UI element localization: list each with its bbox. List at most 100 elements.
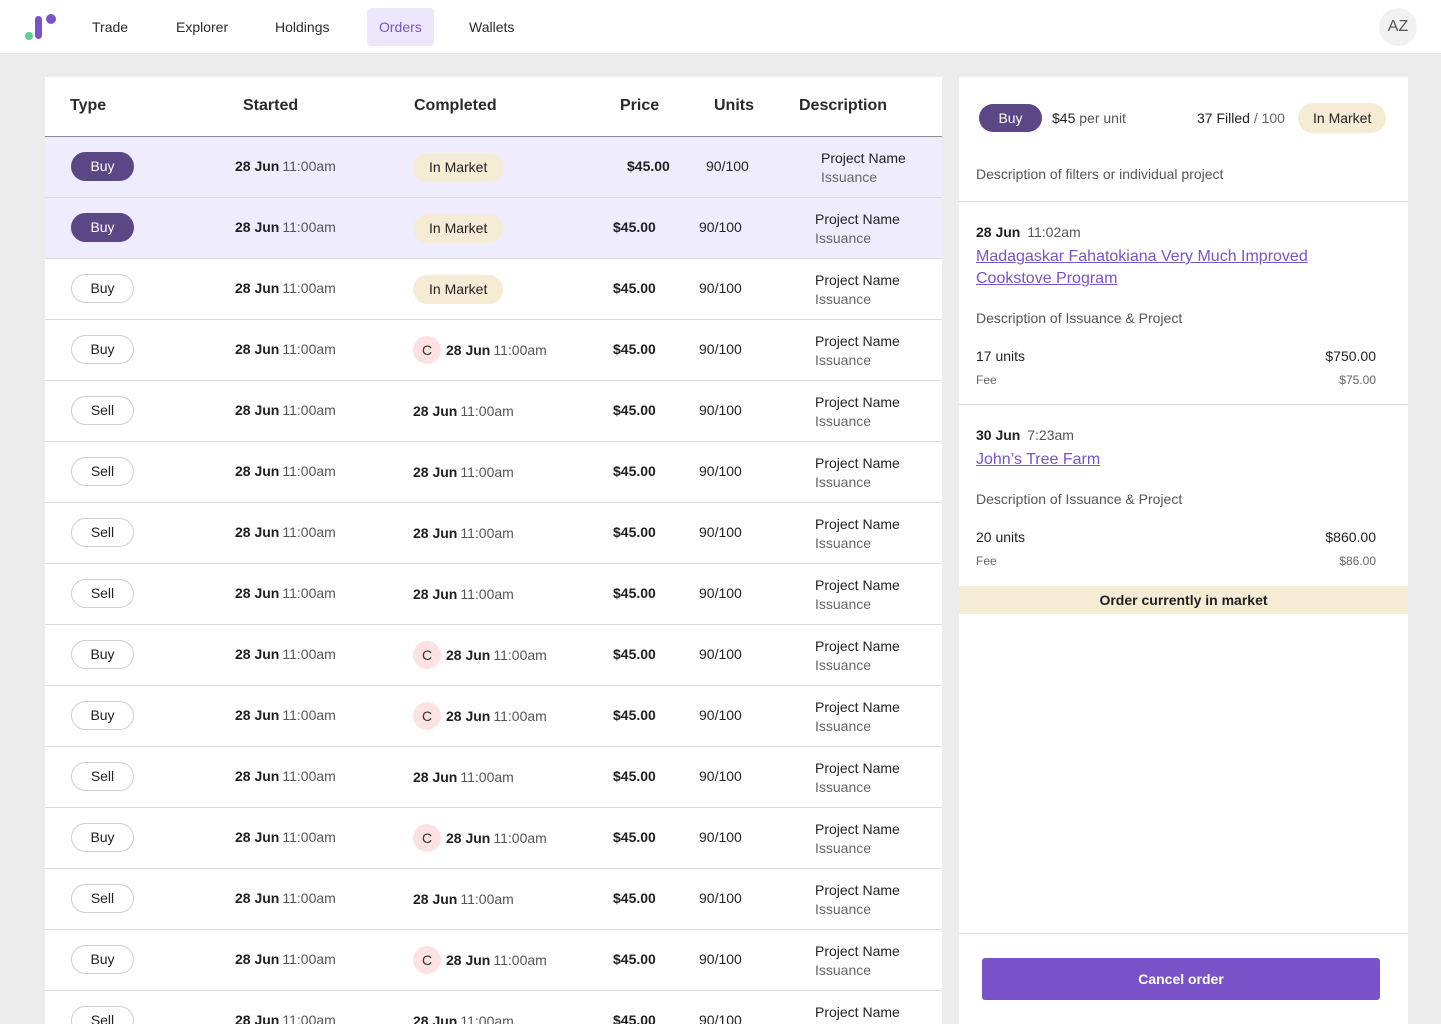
units-cell: 90/100 xyxy=(706,158,749,174)
nav-holdings[interactable]: Holdings xyxy=(275,19,330,35)
table-row[interactable]: Buy 28 Jun 11:00am C 28 Jun 11:00am $45.00 90/1… xyxy=(45,930,942,991)
started-time: 11:00am xyxy=(282,524,336,540)
started-time: 11:00am xyxy=(282,219,336,235)
header-description[interactable]: Description xyxy=(799,97,888,114)
transaction-units: 20 units xyxy=(976,529,1026,545)
nav-trade[interactable]: Trade xyxy=(92,19,129,35)
order-type-badge[interactable]: Buy xyxy=(71,213,134,242)
user-avatar[interactable]: AZ xyxy=(1379,8,1417,46)
order-type-badge[interactable]: Sell xyxy=(71,457,134,486)
order-type-badge[interactable]: Buy xyxy=(71,945,134,974)
transaction-fee-label: Fee xyxy=(976,554,997,568)
started-time: 11:00am xyxy=(282,158,336,174)
order-type-badge[interactable]: Buy xyxy=(71,335,134,364)
header-price[interactable]: Price xyxy=(620,97,660,114)
price-cell: $45.00 xyxy=(613,768,656,784)
order-type-badge[interactable]: Buy xyxy=(71,274,134,303)
table-row[interactable]: Sell 28 Jun 11:00am 28 Jun 11:00am $45.00 90/1… xyxy=(45,869,942,930)
completed-badge: C xyxy=(413,824,441,852)
order-type-badge[interactable]: Sell xyxy=(71,518,134,547)
table-row[interactable]: Buy 28 Jun 11:00am In Market $45.00 90/100 Pro… xyxy=(45,198,942,259)
transaction-project-link[interactable]: Madagaskar Fahatokiana Very Much Improve… xyxy=(976,248,1308,287)
completed-cell: 28 Jun 11:00am xyxy=(413,869,514,929)
nav-wallets[interactable]: Wallets xyxy=(469,19,515,35)
project-name: Project Name xyxy=(821,150,906,166)
units-cell: 90/100 xyxy=(699,463,742,479)
completed-time: 11:00am xyxy=(493,952,547,968)
order-detail-panel: Buy $45 per unit 37 Filled / 100 In Mark… xyxy=(959,77,1408,1024)
price-cell: $45.00 xyxy=(613,890,656,906)
started-time: 11:00am xyxy=(282,951,336,967)
table-row[interactable]: Sell 28 Jun 11:00am 28 Jun 11:00am $45.00 90/1… xyxy=(45,503,942,564)
started-cell: 28 Jun 11:00am xyxy=(235,707,336,723)
order-type-badge[interactable]: Buy xyxy=(71,823,134,852)
table-row[interactable]: Sell 28 Jun 11:00am 28 Jun 11:00am $45.00 90/1… xyxy=(45,442,942,503)
description-cell: Project Name Issuance xyxy=(815,271,900,309)
table-row[interactable]: Buy 28 Jun 11:00am C 28 Jun 11:00am $45.00 90/1… xyxy=(45,686,942,747)
project-issuance: Issuance xyxy=(815,352,872,368)
completed-cell: In Market xyxy=(413,137,504,197)
started-day: 28 Jun xyxy=(235,890,280,906)
app-logo[interactable] xyxy=(24,13,58,41)
table-row[interactable]: Buy 28 Jun 11:00am C 28 Jun 11:00am $45.00 90/1… xyxy=(45,808,942,869)
status-badge: In Market xyxy=(413,152,504,182)
started-cell: 28 Jun 11:00am xyxy=(235,1012,336,1024)
units-cell: 90/100 xyxy=(699,524,742,540)
started-time: 11:00am xyxy=(282,402,336,418)
started-cell: 28 Jun 11:00am xyxy=(235,585,336,601)
order-type-badge[interactable]: Buy xyxy=(71,152,134,181)
header-completed[interactable]: Completed xyxy=(414,97,497,114)
nav-orders[interactable]: Orders xyxy=(367,8,434,46)
order-price: $45 per unit xyxy=(1052,110,1126,126)
description-cell: Project Name Issuance xyxy=(815,210,900,248)
project-issuance: Issuance xyxy=(815,962,872,978)
order-filled: 37 Filled / 100 xyxy=(1197,110,1285,126)
nav-explorer[interactable]: Explorer xyxy=(176,19,229,35)
project-issuance: Issuance xyxy=(815,596,872,612)
order-type-badge[interactable]: Sell xyxy=(71,396,134,425)
units-cell: 90/100 xyxy=(699,707,742,723)
project-issuance: Issuance xyxy=(815,291,872,307)
cancel-order-button[interactable]: Cancel order xyxy=(982,958,1380,1000)
header-started[interactable]: Started xyxy=(243,97,299,114)
table-row[interactable]: Buy 28 Jun 11:00am In Market $45.00 90/100 Pro… xyxy=(45,137,942,198)
order-type-badge[interactable]: Sell xyxy=(71,579,134,608)
started-time: 11:00am xyxy=(282,890,336,906)
transaction-units: 17 units xyxy=(976,348,1026,364)
header-units[interactable]: Units xyxy=(714,97,754,114)
completed-day: 28 Jun xyxy=(413,891,458,907)
transaction-amount: $750.00 xyxy=(1325,348,1376,364)
table-row[interactable]: Buy 28 Jun 11:00am In Market $45.00 90/100 Pro… xyxy=(45,259,942,320)
order-type-badge[interactable]: Buy xyxy=(71,701,134,730)
table-row[interactable]: Sell 28 Jun 11:00am 28 Jun 11:00am $45.00 90/1… xyxy=(45,564,942,625)
table-row[interactable]: Buy 28 Jun 11:00am C 28 Jun 11:00am $45.00 90/1… xyxy=(45,320,942,381)
table-row[interactable]: Sell 28 Jun 11:00am 28 Jun 11:00am $45.00 90/1… xyxy=(45,381,942,442)
description-cell: Project Name Issuance xyxy=(815,942,900,980)
order-type-badge[interactable]: Sell xyxy=(71,762,134,791)
table-row[interactable]: Sell 28 Jun 11:00am 28 Jun 11:00am $45.00 90/1… xyxy=(45,747,942,808)
order-type-badge[interactable]: Sell xyxy=(71,884,134,913)
started-time: 11:00am xyxy=(282,463,336,479)
completed-day: 28 Jun xyxy=(446,342,491,358)
started-day: 28 Jun xyxy=(235,707,280,723)
transaction-date: 28 Jun 11:02am xyxy=(976,224,1081,240)
order-type-badge: Buy xyxy=(979,104,1042,132)
order-type-badge[interactable]: Sell xyxy=(71,1006,134,1024)
transaction-project-link[interactable]: John’s Tree Farm xyxy=(976,451,1101,468)
orders-table: Type Started Completed Price Units Descr… xyxy=(45,77,942,1024)
project-name: Project Name xyxy=(815,516,900,532)
table-row[interactable]: Sell 28 Jun 11:00am 28 Jun 11:00am $45.00 90/1… xyxy=(45,991,942,1024)
project-issuance: Issuance xyxy=(815,901,872,917)
project-name: Project Name xyxy=(815,638,900,654)
description-cell: Project Name Issuance xyxy=(815,698,900,736)
description-cell: Project Name Issuance xyxy=(815,393,900,431)
started-cell: 28 Jun 11:00am xyxy=(235,402,336,418)
order-type-badge[interactable]: Buy xyxy=(71,640,134,669)
completed-time: 11:00am xyxy=(493,708,547,724)
table-row[interactable]: Buy 28 Jun 11:00am C 28 Jun 11:00am $45.00 90/1… xyxy=(45,625,942,686)
transaction-day: 30 Jun xyxy=(976,427,1021,443)
price-cell: $45.00 xyxy=(627,158,670,174)
price-cell: $45.00 xyxy=(613,951,656,967)
completed-cell: 28 Jun 11:00am xyxy=(413,991,514,1024)
header-type[interactable]: Type xyxy=(70,97,107,114)
